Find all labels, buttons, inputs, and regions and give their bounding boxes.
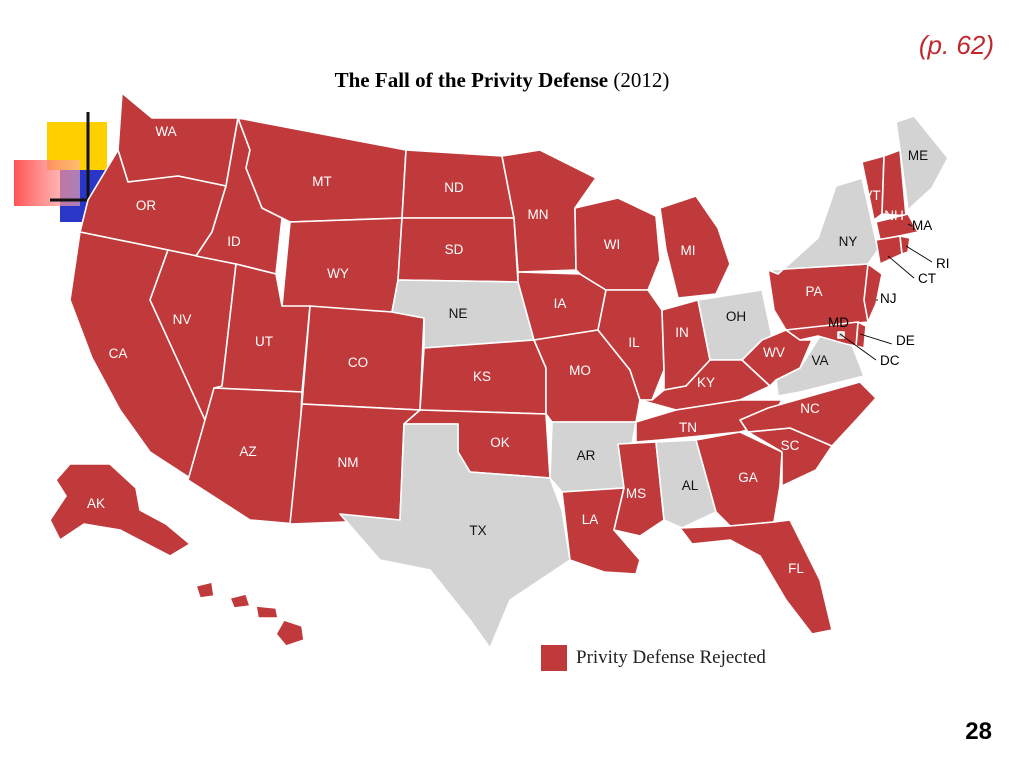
state-label-al: AL — [682, 478, 699, 493]
leader-line-dc — [839, 333, 877, 361]
state-label-oh: OH — [726, 309, 746, 324]
state-label-az: AZ — [239, 444, 256, 459]
state-label-vt: VT — [863, 188, 880, 203]
state-label-ms: MS — [626, 486, 646, 501]
state-label-in: IN — [675, 325, 689, 340]
state-label-tn: TN — [679, 420, 697, 435]
state-label-mo: MO — [569, 363, 591, 378]
state-nc — [739, 381, 877, 447]
state-label-il: IL — [628, 335, 640, 350]
state-me — [895, 115, 949, 211]
map-title: The Fall of the Privity Defense (2012) — [0, 68, 1004, 93]
state-label-va: VA — [811, 353, 828, 368]
state-label-md: MD — [828, 315, 849, 330]
state-label-ok: OK — [490, 435, 510, 450]
state-wy — [281, 217, 403, 313]
state-label-nc: NC — [800, 401, 820, 416]
state-label-mt: MT — [312, 174, 332, 189]
state-label-wv: WV — [763, 345, 785, 360]
state-label-ny: NY — [839, 234, 858, 249]
state-al — [655, 439, 717, 529]
state-label-ga: GA — [738, 470, 758, 485]
state-label-pa: PA — [805, 284, 822, 299]
state-ak — [49, 463, 191, 557]
state-label-tx: TX — [469, 523, 486, 538]
state-label-ne: NE — [449, 306, 468, 321]
state-mt — [237, 117, 407, 223]
state-label-nd: ND — [444, 180, 464, 195]
state-az — [187, 387, 303, 525]
leader-line-ma — [907, 223, 913, 227]
page-reference: (p. 62) — [918, 30, 994, 60]
state-label-ar: AR — [577, 448, 596, 463]
slide-number: 28 — [965, 718, 992, 745]
state-label-wy: WY — [327, 266, 349, 281]
state-label-sd: SD — [445, 242, 464, 257]
state-label-me: ME — [908, 148, 928, 163]
state-label-fl: FL — [788, 561, 804, 576]
state-label-ia: IA — [554, 296, 567, 311]
state-label-ct: CT — [918, 271, 936, 286]
state-label-mi: MI — [681, 243, 696, 258]
state-wv — [741, 329, 813, 387]
state-nj — [863, 263, 883, 323]
state-label-wa: WA — [155, 124, 176, 139]
state-label-wi: WI — [604, 237, 621, 252]
state-label-hi: HI — [245, 609, 259, 624]
state-label-id: ID — [227, 234, 241, 249]
state-label-or: OR — [136, 198, 157, 213]
map-title-year: (2012) — [613, 68, 670, 92]
state-label-la: LA — [582, 512, 599, 527]
state-wa — [117, 92, 239, 187]
state-co — [301, 305, 425, 411]
state-tx — [339, 423, 571, 649]
state-label-ri: RI — [936, 256, 950, 271]
legend-label: Privity Defense Rejected — [576, 647, 766, 668]
state-label-nv: NV — [173, 312, 192, 327]
state-label-co: CO — [348, 355, 368, 370]
state-label-nh: NH — [884, 208, 904, 223]
leader-line-ct — [887, 255, 915, 279]
state-label-mn: MN — [528, 207, 549, 222]
state-label-ak: AK — [87, 496, 105, 511]
map-title-main: The Fall of the Privity Defense — [334, 68, 609, 92]
state-label-de: DE — [896, 333, 915, 348]
state-label-ca: CA — [109, 346, 128, 361]
state-mi — [659, 195, 731, 299]
leader-line-ri — [905, 245, 933, 263]
state-hi — [195, 581, 305, 647]
state-label-ks: KS — [473, 369, 491, 384]
leader-line-de — [859, 333, 893, 345]
state-ga — [695, 431, 783, 527]
state-label-nj: NJ — [880, 291, 897, 306]
state-ny — [767, 177, 879, 275]
state-fl — [679, 519, 833, 635]
state-label-sc: SC — [781, 438, 800, 453]
state-label-ma: MA — [912, 218, 932, 233]
legend-swatch — [541, 645, 567, 671]
state-md — [785, 321, 859, 347]
state-label-nm: NM — [338, 455, 359, 470]
state-label-ut: UT — [255, 334, 273, 349]
state-label-ky: KY — [697, 375, 715, 390]
state-label-dc: DC — [880, 353, 900, 368]
state-ct — [875, 235, 903, 265]
state-ri — [899, 235, 911, 255]
legend: Privity Defense Rejected — [541, 645, 766, 671]
state-ma — [875, 213, 919, 241]
